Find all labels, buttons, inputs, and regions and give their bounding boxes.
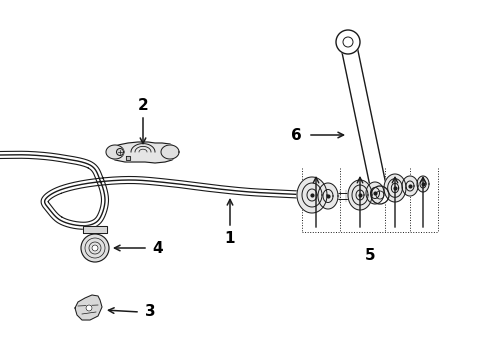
- Circle shape: [92, 245, 98, 251]
- Polygon shape: [417, 176, 429, 192]
- Text: 5: 5: [365, 248, 375, 262]
- Polygon shape: [318, 183, 338, 209]
- Circle shape: [336, 30, 360, 54]
- Polygon shape: [366, 182, 384, 204]
- Polygon shape: [83, 226, 107, 233]
- Polygon shape: [348, 180, 372, 210]
- Polygon shape: [297, 177, 327, 213]
- Polygon shape: [75, 295, 102, 320]
- Polygon shape: [126, 156, 130, 160]
- Text: 4: 4: [153, 240, 163, 256]
- Circle shape: [371, 186, 389, 204]
- Circle shape: [86, 305, 92, 311]
- Polygon shape: [161, 145, 179, 159]
- Text: 2: 2: [138, 98, 148, 113]
- Circle shape: [117, 149, 123, 156]
- Polygon shape: [108, 142, 178, 163]
- Text: 3: 3: [145, 305, 155, 320]
- Polygon shape: [402, 176, 418, 196]
- Polygon shape: [106, 145, 124, 159]
- Circle shape: [81, 234, 109, 262]
- Text: 6: 6: [291, 127, 301, 143]
- Polygon shape: [384, 174, 406, 202]
- Text: 1: 1: [225, 230, 235, 246]
